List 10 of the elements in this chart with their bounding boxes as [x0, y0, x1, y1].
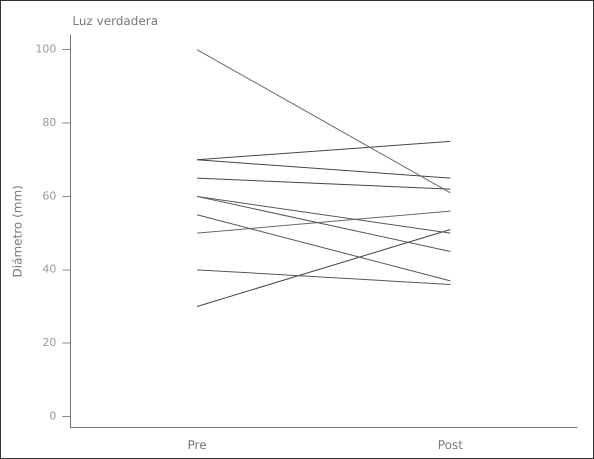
y-tick-label: 100	[35, 42, 56, 56]
y-tick-label: 0	[49, 409, 56, 422]
y-tick-label: 20	[42, 336, 56, 350]
y-tick-label: 80	[42, 116, 56, 129]
y-tick-label: 40	[42, 262, 56, 276]
x-tick-label: Pre	[188, 438, 207, 452]
y-axis-title: Diámetro (mm)	[10, 185, 24, 278]
y-tick-label: 60	[42, 189, 56, 202]
chart-title: Luz verdadera	[72, 14, 158, 28]
x-tick-label: Post	[438, 438, 464, 452]
